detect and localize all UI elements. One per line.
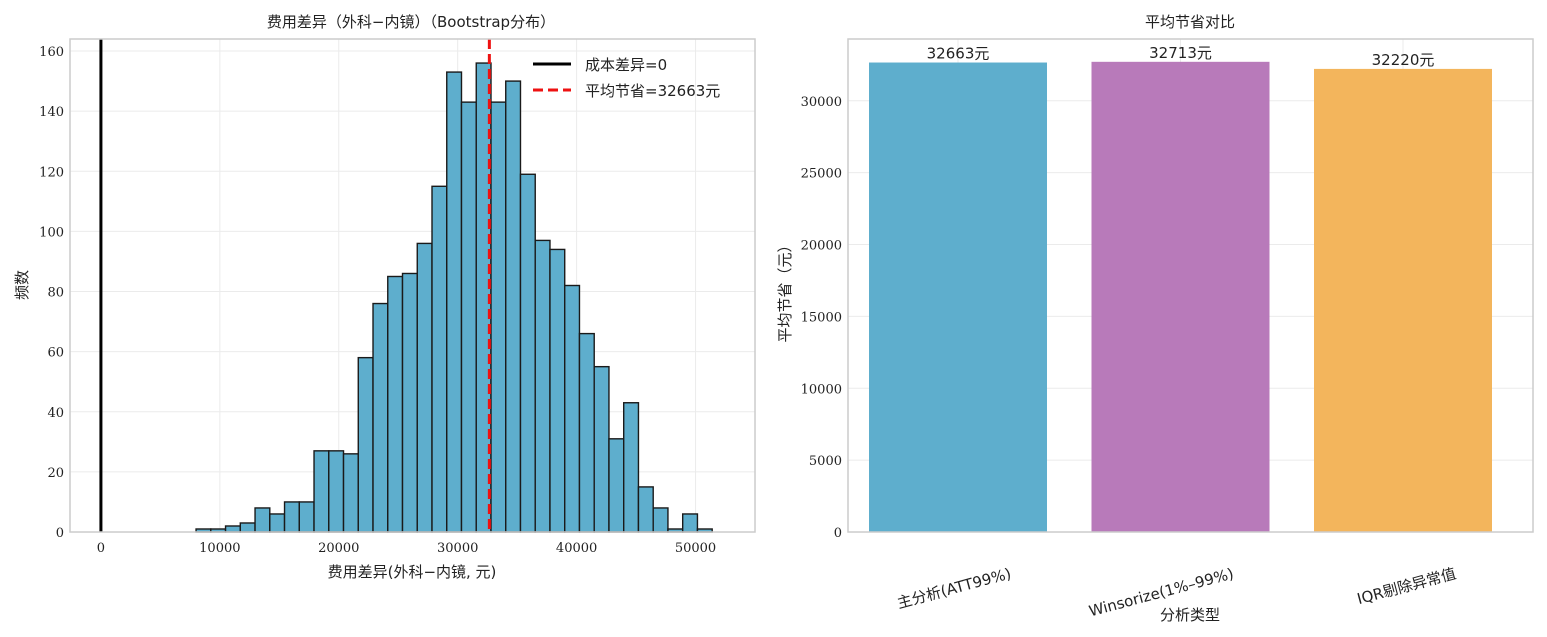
histogram-bar [254,507,271,533]
histogram-x-tick-label: 40000 [556,541,597,556]
histogram-bar [269,513,286,533]
histogram-x-label: 费用差异(外科−内镜, 元) [328,563,497,581]
histogram-y-ticks: 0 20 40 60 80 100 120 140 160 [39,45,64,541]
bar-x-label: 分析类型 [1160,606,1220,624]
bar-data-labels: 32663元 32713元 32220元 [927,44,1435,69]
histogram-x-tick-label: 20000 [318,541,359,556]
bar-y-tick-label: 15000 [801,310,842,325]
bar-y-label: 平均节省（元） [776,237,794,342]
bar-y-tick-label: 0 [834,526,842,541]
histogram-y-tick-label: 140 [39,105,64,120]
histogram-bar [298,501,315,533]
histogram-bar [637,486,654,533]
histogram-bar [564,284,581,533]
bar-3 [1314,68,1492,532]
bar-y-tick-label: 20000 [801,239,842,254]
legend-label-zero: 成本差异=0 [585,56,667,74]
bar-chart: 平均节省对比 32663元 32713元 32220元 0 5000 10000 1500… [776,13,1534,624]
histogram-bar [224,525,241,533]
bar-category-label: 主分析(ATT99%) [895,564,1013,612]
bar-y-ticks: 0 5000 10000 15000 20000 25000 30000 [801,95,842,541]
histogram-title: 费用差异（外科−内镜）（Bootstrap分布） [267,13,555,31]
bar-1 [869,62,1047,532]
histogram-bar [608,438,625,533]
histogram-frame [69,38,756,533]
histogram-bar [446,71,463,533]
histogram-x-tick-label: 0 [97,541,105,556]
histogram-x-tick-label: 10000 [199,541,240,556]
histogram-ref-lines [99,39,491,532]
bar-data-label: 32220元 [1372,51,1435,69]
histogram-bar [357,356,374,533]
histogram-bar [460,101,477,533]
histogram-bar [623,402,640,533]
bar-rects [869,61,1492,532]
bar-y-tick-label: 25000 [801,167,842,182]
histogram-bar [519,173,536,533]
histogram-y-tick-label: 120 [39,165,64,180]
bar-2 [1091,61,1270,532]
bar-y-tick-label: 30000 [801,95,842,110]
histogram-bar [549,248,566,533]
histogram-y-tick-label: 0 [56,526,64,541]
histogram-bar [313,450,330,533]
histogram-y-tick-label: 160 [39,45,64,60]
histogram-bar [431,185,448,533]
histogram-y-tick-label: 60 [47,346,64,361]
histogram-bar [578,332,595,533]
bar-category-label: IQR剔除异常值 [1355,564,1458,608]
histogram-bar [681,513,699,533]
bar-data-label: 32713元 [1149,44,1212,62]
bar-chart-title: 平均节省对比 [1145,13,1235,31]
histogram-x-tick-label: 30000 [437,541,478,556]
histogram-bar [490,101,507,533]
histogram-bar [387,275,404,533]
legend-label-mean: 平均节省=32663元 [585,82,720,100]
histogram-bar [239,522,256,533]
histogram-bar [416,242,433,533]
histogram-y-label: 频数 [13,270,31,300]
histogram-chart: 费用差异（外科−内镜）（Bootstrap分布） 0 10000 20000 3000… [13,13,756,581]
histogram-y-tick-label: 100 [39,225,64,240]
bar-y-tick-label: 10000 [801,382,842,397]
bar-data-label: 32663元 [927,45,990,63]
histogram-bar [342,453,359,533]
histogram-y-tick-label: 20 [47,466,64,481]
histogram-x-ticks: 0 10000 20000 30000 40000 50000 [97,541,716,556]
histogram-y-tick-label: 80 [47,286,64,301]
histogram-bar [652,507,669,533]
histogram-x-tick-label: 50000 [675,541,716,556]
histogram-bar [534,239,551,533]
histogram-bar [593,365,610,533]
histogram-bar [401,272,418,533]
histogram-bar [283,501,300,533]
histogram-legend: 成本差异=0 平均节省=32663元 [533,56,720,100]
histogram-y-tick-label: 40 [47,406,64,421]
bar-y-tick-label: 5000 [809,454,842,469]
histogram-bar [328,450,345,533]
histogram-bar [372,302,389,533]
bar-chart-frame [847,38,1534,533]
histogram-bar [505,80,522,533]
histogram-bars [195,62,713,533]
